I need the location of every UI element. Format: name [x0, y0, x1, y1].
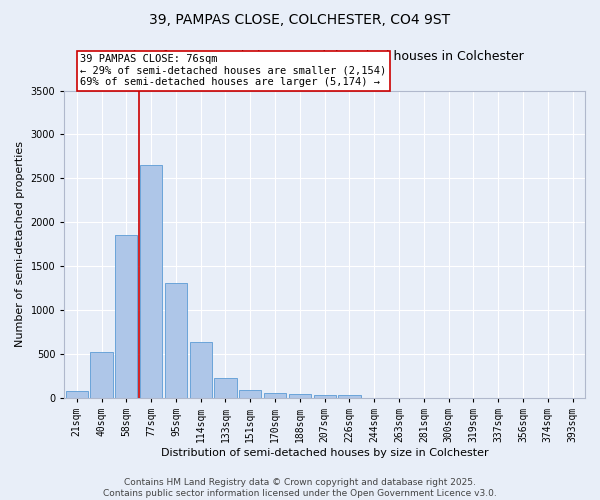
- Text: 39 PAMPAS CLOSE: 76sqm
← 29% of semi-detached houses are smaller (2,154)
69% of : 39 PAMPAS CLOSE: 76sqm ← 29% of semi-det…: [80, 54, 386, 88]
- Bar: [140, 165, 162, 398]
- Y-axis label: Number of semi-detached properties: Number of semi-detached properties: [15, 141, 25, 347]
- Bar: [214, 378, 236, 398]
- Text: Contains HM Land Registry data © Crown copyright and database right 2025.
Contai: Contains HM Land Registry data © Crown c…: [103, 478, 497, 498]
- Bar: [314, 395, 336, 398]
- Bar: [264, 393, 286, 398]
- Bar: [190, 342, 212, 398]
- Bar: [289, 394, 311, 398]
- X-axis label: Distribution of semi-detached houses by size in Colchester: Distribution of semi-detached houses by …: [161, 448, 488, 458]
- Bar: [91, 352, 113, 398]
- Text: 39, PAMPAS CLOSE, COLCHESTER, CO4 9ST: 39, PAMPAS CLOSE, COLCHESTER, CO4 9ST: [149, 12, 451, 26]
- Bar: [65, 391, 88, 398]
- Title: Size of property relative to semi-detached houses in Colchester: Size of property relative to semi-detach…: [125, 50, 524, 63]
- Bar: [115, 236, 137, 398]
- Bar: [338, 396, 361, 398]
- Bar: [165, 282, 187, 398]
- Bar: [239, 390, 262, 398]
